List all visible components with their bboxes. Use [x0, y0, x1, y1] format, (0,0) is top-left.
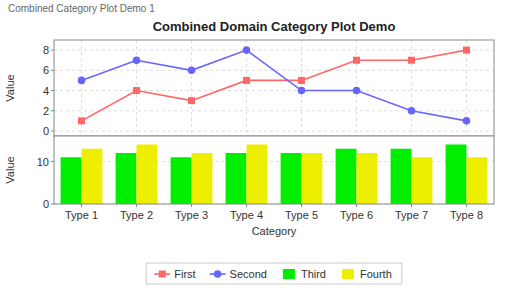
line — [82, 50, 467, 121]
marker — [298, 87, 306, 95]
bar — [281, 153, 302, 204]
bar — [302, 153, 323, 204]
axis-label: Category — [252, 225, 297, 237]
legend: First Second Third Fourth — [146, 263, 402, 284]
marker — [408, 57, 415, 64]
annotation: Combined Category Plot Demo 1 — [8, 3, 155, 14]
bar — [137, 145, 158, 205]
legend-label: First — [174, 268, 195, 280]
marks — [78, 46, 471, 124]
grid-line — [54, 90, 494, 91]
marker — [463, 117, 471, 125]
plot-background — [54, 40, 494, 136]
tick-label: 0 — [43, 125, 49, 137]
bar — [446, 145, 467, 205]
grid-line — [54, 50, 494, 51]
marker — [353, 57, 360, 64]
tick-label: 10 — [37, 156, 49, 168]
tick-label: 0 — [43, 198, 49, 210]
legend-label: Third — [301, 268, 326, 280]
legend-swatch — [342, 269, 354, 279]
line — [82, 50, 467, 121]
tick-label: Type 1 — [65, 209, 98, 221]
tick-label: Type 8 — [450, 209, 483, 221]
marks — [61, 145, 488, 205]
legend-frame — [146, 263, 402, 284]
tick-label: Type 4 — [230, 209, 263, 221]
bar — [412, 157, 433, 204]
bar — [226, 153, 247, 204]
grid-line — [191, 40, 192, 136]
legend-swatch — [283, 269, 295, 279]
legend-label: Fourth — [360, 268, 392, 280]
marker — [353, 87, 361, 95]
grid-line — [54, 110, 494, 111]
bar — [192, 153, 213, 204]
tick-label: 4 — [43, 85, 49, 97]
bar — [357, 153, 378, 204]
bar — [171, 157, 192, 204]
tick-label: 2 — [43, 105, 49, 117]
bar — [336, 149, 357, 204]
legend-item: Fourth — [342, 268, 392, 280]
legend-item: Second — [210, 268, 267, 280]
tick-label: Type 2 — [120, 209, 153, 221]
legend-label: Second — [230, 268, 267, 280]
tick-label: 8 — [43, 44, 49, 56]
bar — [391, 149, 412, 204]
legend-marker — [214, 270, 222, 278]
panel-bar: 0 10 Type 1 Type 2 Type 3 Type 4 Type 5 Type 6 T… — [4, 136, 494, 237]
axis-label: Value — [4, 156, 16, 183]
grid-line — [54, 130, 494, 131]
marker — [133, 56, 141, 64]
panel-line: 0 2 4 6 8 Value — [4, 40, 494, 139]
marker — [133, 87, 140, 94]
frame — [54, 40, 494, 136]
frame — [54, 136, 494, 204]
grid-line — [411, 40, 412, 136]
marker — [243, 77, 250, 84]
axis-label: Value — [4, 74, 16, 101]
marker — [463, 47, 470, 54]
grid-line — [246, 40, 247, 136]
tick-label: 6 — [43, 64, 49, 76]
bar — [467, 157, 488, 204]
tick-label: Type 6 — [340, 209, 373, 221]
marker — [188, 67, 196, 75]
tick-label: Type 3 — [175, 209, 208, 221]
tick-label: Type 5 — [285, 209, 318, 221]
title: Combined Domain Category Plot Demo — [153, 19, 396, 34]
chart: Combined Category Plot Demo 1 Combined Do… — [0, 0, 508, 297]
bar — [61, 157, 82, 204]
tick-label: Type 7 — [395, 209, 428, 221]
marker — [188, 97, 195, 104]
plot-background — [54, 136, 494, 204]
marker — [408, 107, 416, 115]
bar — [247, 145, 268, 205]
bar — [116, 153, 137, 204]
bar — [82, 149, 103, 204]
marker — [243, 46, 251, 54]
marker — [78, 77, 86, 85]
legend-item: First — [154, 268, 195, 280]
marker — [298, 77, 305, 84]
legend-marker — [159, 271, 166, 278]
legend-item: Third — [283, 268, 326, 280]
marker — [78, 117, 85, 124]
